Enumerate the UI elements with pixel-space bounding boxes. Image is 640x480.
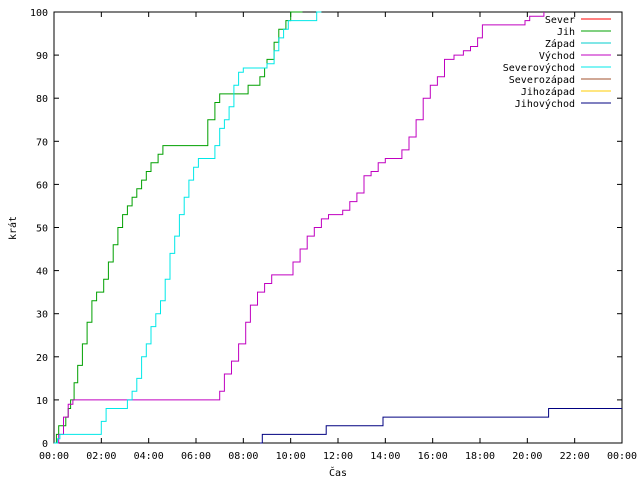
y-tick-label: 10 <box>36 396 48 407</box>
x-tick-label: 18:00 <box>465 451 495 462</box>
legend-label-zapad: Západ <box>545 38 575 50</box>
x-tick-label: 06:00 <box>181 451 211 462</box>
legend-label-jihovychod: Jihovýchod <box>515 98 575 110</box>
legend: SeverJihZápadVýchodSeverovýchodSeverozáp… <box>503 15 611 110</box>
legend-label-vychod: Východ <box>539 50 575 62</box>
series-line-jih <box>54 11 303 444</box>
series-line-vychod <box>54 12 545 444</box>
x-tick-label: 20:00 <box>512 451 542 462</box>
x-axis-title: Čas <box>329 466 347 479</box>
axis-ticks: 00:00 02:00 04:00 06:00 08:00 10:00 12:00 14:00… <box>30 8 637 462</box>
y-tick-label: 80 <box>36 94 48 105</box>
legend-label-severovychod: Severovýchod <box>503 62 575 74</box>
x-tick-label: 16:00 <box>418 451 448 462</box>
y-tick-label: 30 <box>36 310 48 321</box>
x-tick-label: 10:00 <box>276 451 306 462</box>
series-line-severovychod <box>54 11 322 444</box>
legend-label-jih: Jih <box>557 27 575 38</box>
legend-label-jihozapad: Jihozápad <box>521 86 575 98</box>
y-tick-label: 40 <box>36 267 48 278</box>
y-tick-label: 70 <box>36 137 48 148</box>
y-tick-label: 0 <box>42 439 48 450</box>
series-line-jihovychod <box>259 408 622 444</box>
x-tick-label: 14:00 <box>370 451 400 462</box>
x-tick-label: 08:00 <box>228 451 258 462</box>
x-tick-label: 02:00 <box>86 451 116 462</box>
y-axis-title: krát <box>7 216 19 240</box>
x-tick-label: 22:00 <box>560 451 590 462</box>
y-tick-label: 60 <box>36 180 48 191</box>
x-tick-label: 00:00 <box>607 451 637 462</box>
x-tick-label: 12:00 <box>323 451 353 462</box>
legend-label-sever: Sever <box>545 15 575 26</box>
x-tick-label: 04:00 <box>134 451 164 462</box>
y-tick-label: 90 <box>36 51 48 62</box>
legend-label-severozapad: Severozápad <box>509 74 575 86</box>
y-tick-label: 100 <box>30 8 48 19</box>
x-tick-label: 00:00 <box>39 451 69 462</box>
y-tick-label: 50 <box>36 224 48 235</box>
series-layer <box>54 11 622 444</box>
y-tick-label: 20 <box>36 353 48 364</box>
